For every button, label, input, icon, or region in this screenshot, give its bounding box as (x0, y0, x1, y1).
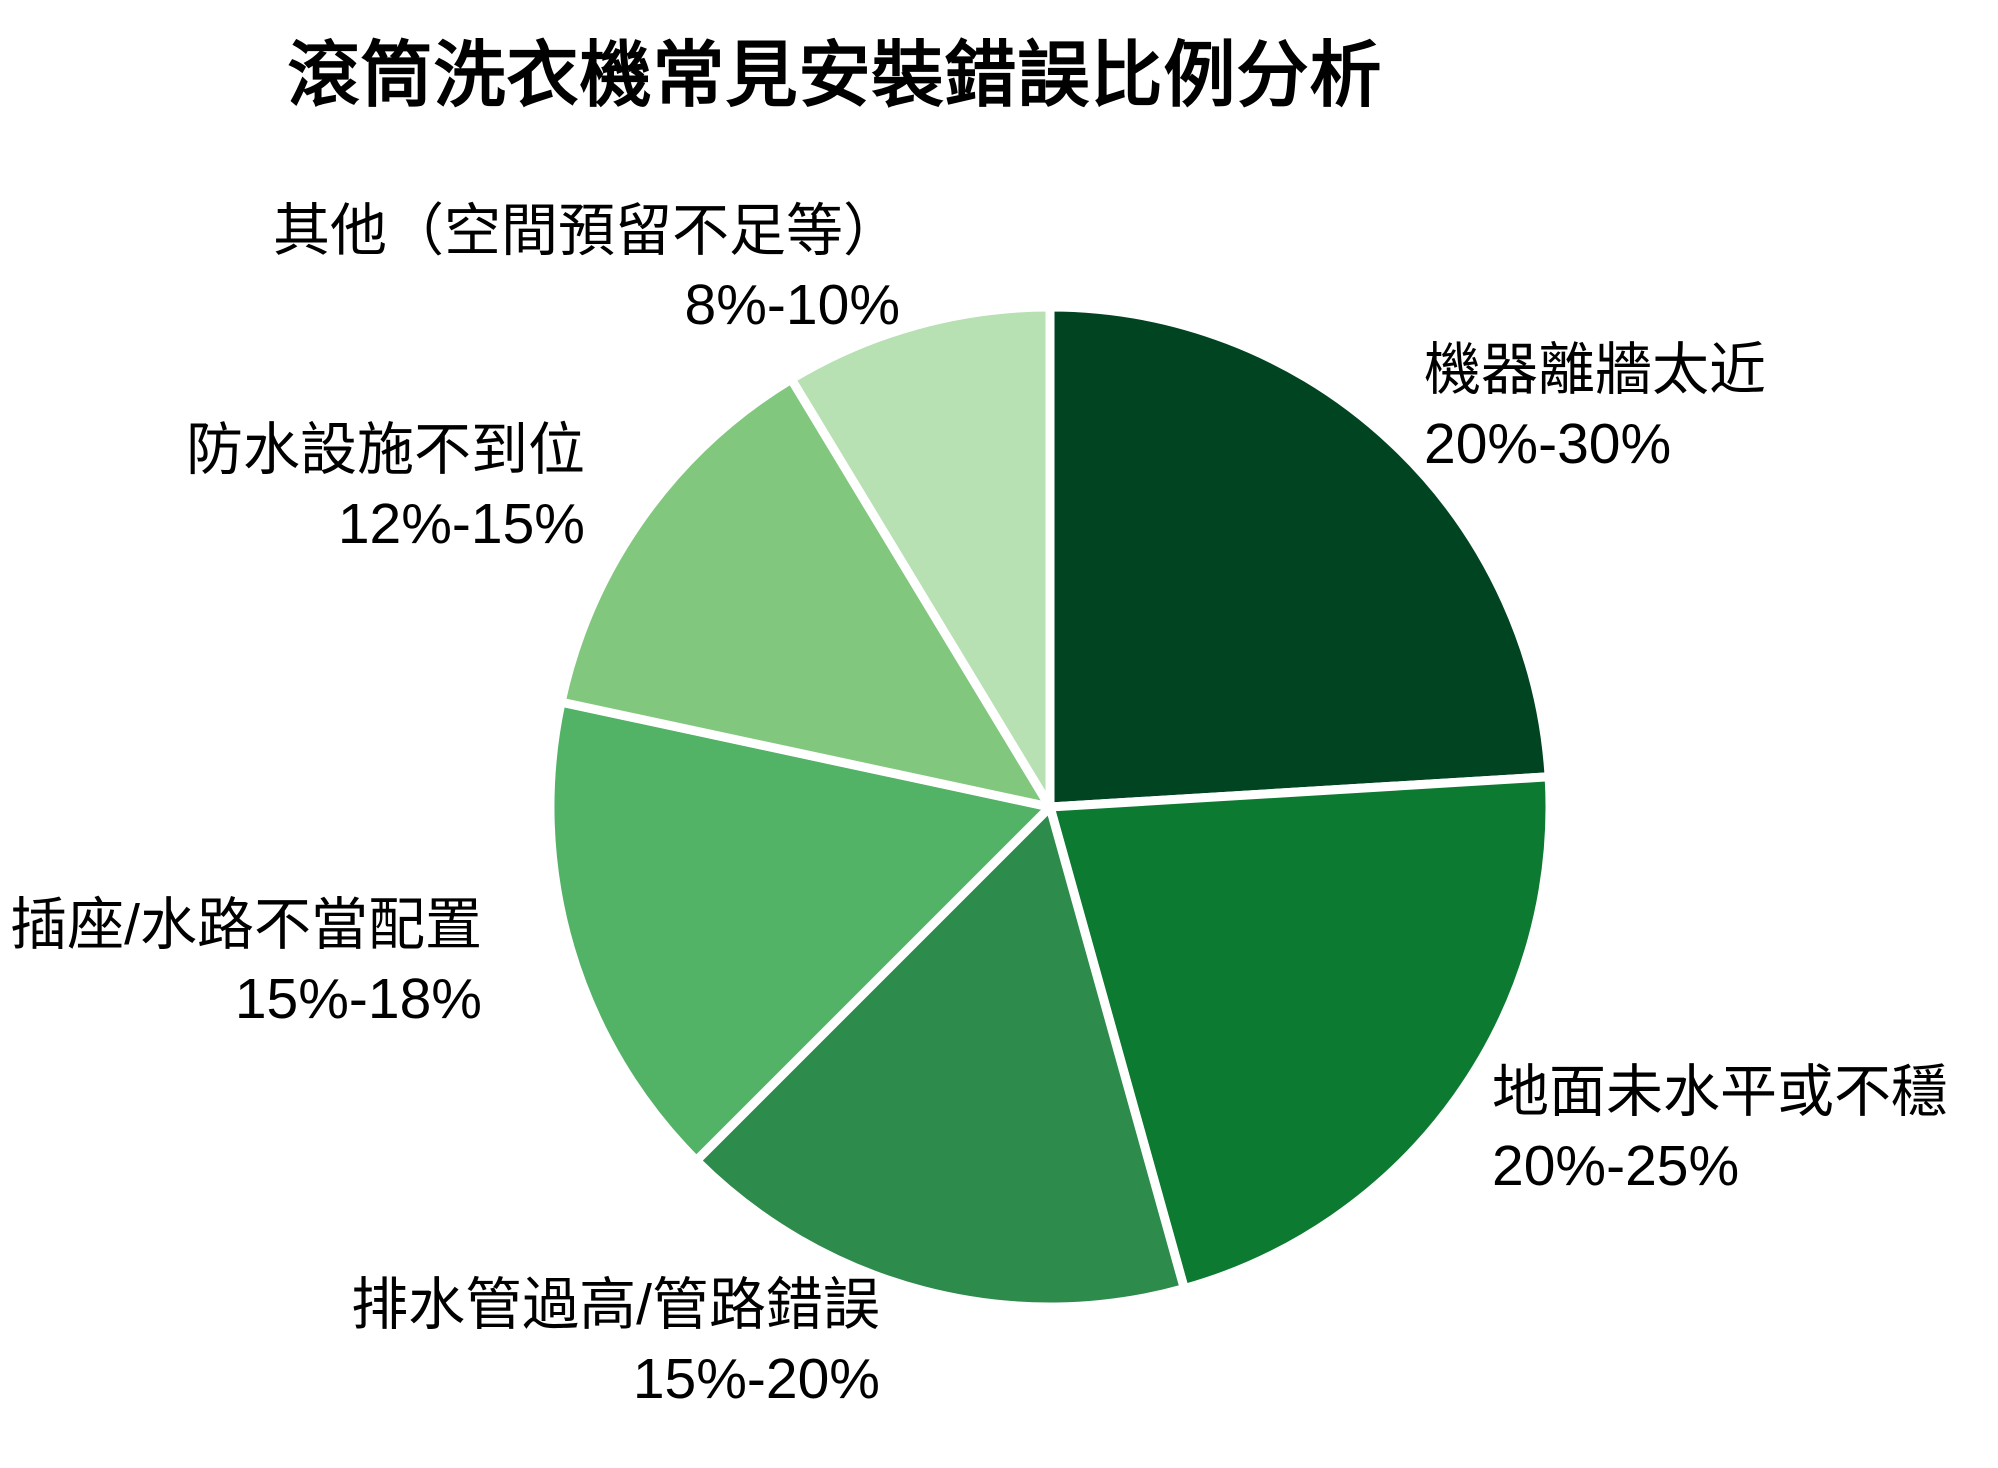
pie-label-text: 排水管過高/管路錯誤 (351, 1273, 880, 1337)
pie-label-text: 機器離牆太近 (1424, 338, 1766, 402)
pie-label-text: 防水設施不到位 (186, 418, 585, 482)
pie-slice-1 (1045, 302, 1554, 812)
pie-label-5: 防水設施不到位 12%-15% (186, 413, 585, 561)
pie-slice-2 (1045, 772, 1555, 1294)
pie-label-1: 機器離牆太近 20%-30% (1424, 333, 1766, 481)
pie-slice-3 (691, 802, 1189, 1312)
pie-slice-6 (786, 302, 1055, 812)
pie-slice-5 (556, 374, 1055, 812)
pie-label-range: 15%-20% (632, 1347, 880, 1412)
pie-slice-4 (545, 697, 1055, 1166)
pie-label-6: 其他（空間預留不足等） 8%-10% (273, 194, 900, 342)
pie-label-4: 插座/水路不當配置 15%-18% (10, 888, 482, 1036)
pie-label-range: 12%-15% (337, 492, 585, 557)
pie-label-text: 其他（空間預留不足等） (273, 199, 900, 263)
pie-label-range: 20%-25% (1492, 1134, 1740, 1199)
pie-label-3: 排水管過高/管路錯誤 15%-20% (351, 1268, 880, 1416)
chart-title: 滾筒洗衣機常見安裝錯誤比例分析 (287, 36, 1383, 116)
pie-label-range: 8%-10% (684, 273, 900, 338)
pie-label-text: 插座/水路不當配置 (10, 893, 482, 957)
pie-label-2: 地面未水平或不穩 20%-25% (1492, 1055, 1948, 1203)
pie-label-text: 地面未水平或不穩 (1492, 1060, 1948, 1124)
pie-label-range: 15%-18% (234, 967, 482, 1032)
pie-label-range: 20%-30% (1424, 412, 1672, 477)
